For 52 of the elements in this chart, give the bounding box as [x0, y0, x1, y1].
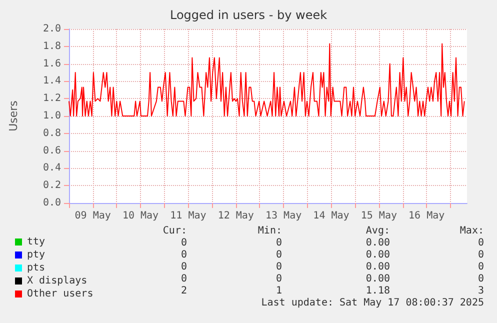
- text: 0: [276, 238, 282, 248]
- text: 3: [478, 286, 484, 296]
- y-tick-label: 1.4: [42, 76, 61, 87]
- text: 1.18: [366, 286, 390, 296]
- text: 0: [478, 238, 484, 248]
- x-tick-label: 13 May: [266, 210, 302, 222]
- legend-label: tty: [27, 236, 46, 248]
- text: 0: [180, 274, 187, 284]
- x-tick-label: 12 May: [218, 210, 254, 222]
- text: 0: [276, 250, 282, 260]
- text: 0: [180, 238, 187, 248]
- text: 0.00: [366, 250, 390, 260]
- chart-title: Logged in users - by week: [170, 8, 328, 22]
- y-tick-label: 1.8: [42, 40, 61, 52]
- y-tick-label: 2.0: [42, 24, 61, 34]
- text: 0: [478, 250, 484, 260]
- text: 0: [276, 262, 282, 272]
- text: 0: [478, 274, 484, 284]
- text: 0: [180, 250, 187, 260]
- y-tick-label: 0.6: [42, 145, 61, 156]
- text: Cur:: [162, 226, 187, 236]
- text: 0: [180, 262, 187, 272]
- y-tick-label: 0.8: [42, 128, 61, 139]
- y-tick-label: 0.0: [42, 198, 61, 208]
- text: Avg:: [366, 226, 390, 236]
- y-tick-label: 1.0: [42, 110, 61, 122]
- y-tick-label: 0.4: [42, 162, 61, 174]
- text: 1: [276, 286, 282, 296]
- y-tick-label: 1.6: [42, 58, 61, 70]
- text: Last update: Sat May 17 08:00:37 2025: [261, 298, 484, 308]
- x-tick-label: 11 May: [170, 210, 206, 222]
- y-axis-title: Users: [7, 100, 20, 132]
- x-tick-label: 10 May: [122, 210, 159, 222]
- x-tick-label: 16 May: [408, 210, 445, 222]
- text: 0.00: [366, 262, 390, 272]
- x-tick-label: 15 May: [360, 210, 397, 222]
- y-tick-label: 1.2: [42, 93, 61, 104]
- legend-label: X displays: [27, 276, 88, 286]
- text: 2: [180, 286, 187, 296]
- legend-label: Other users: [27, 288, 94, 300]
- text: 0: [478, 262, 484, 272]
- text: 0.00: [366, 274, 390, 284]
- x-tick-label: 14 May: [313, 210, 350, 222]
- text: 0: [276, 274, 282, 284]
- text: 0.00: [366, 238, 390, 248]
- text: Max:: [460, 226, 484, 236]
- line-series: [68, 43, 465, 116]
- legend-label: pts: [27, 262, 46, 274]
- y-tick-label: 0.2: [42, 180, 61, 192]
- legend-label: pty: [27, 250, 46, 260]
- text: Min:: [258, 226, 282, 236]
- x-tick-label: 09 May: [74, 210, 111, 222]
